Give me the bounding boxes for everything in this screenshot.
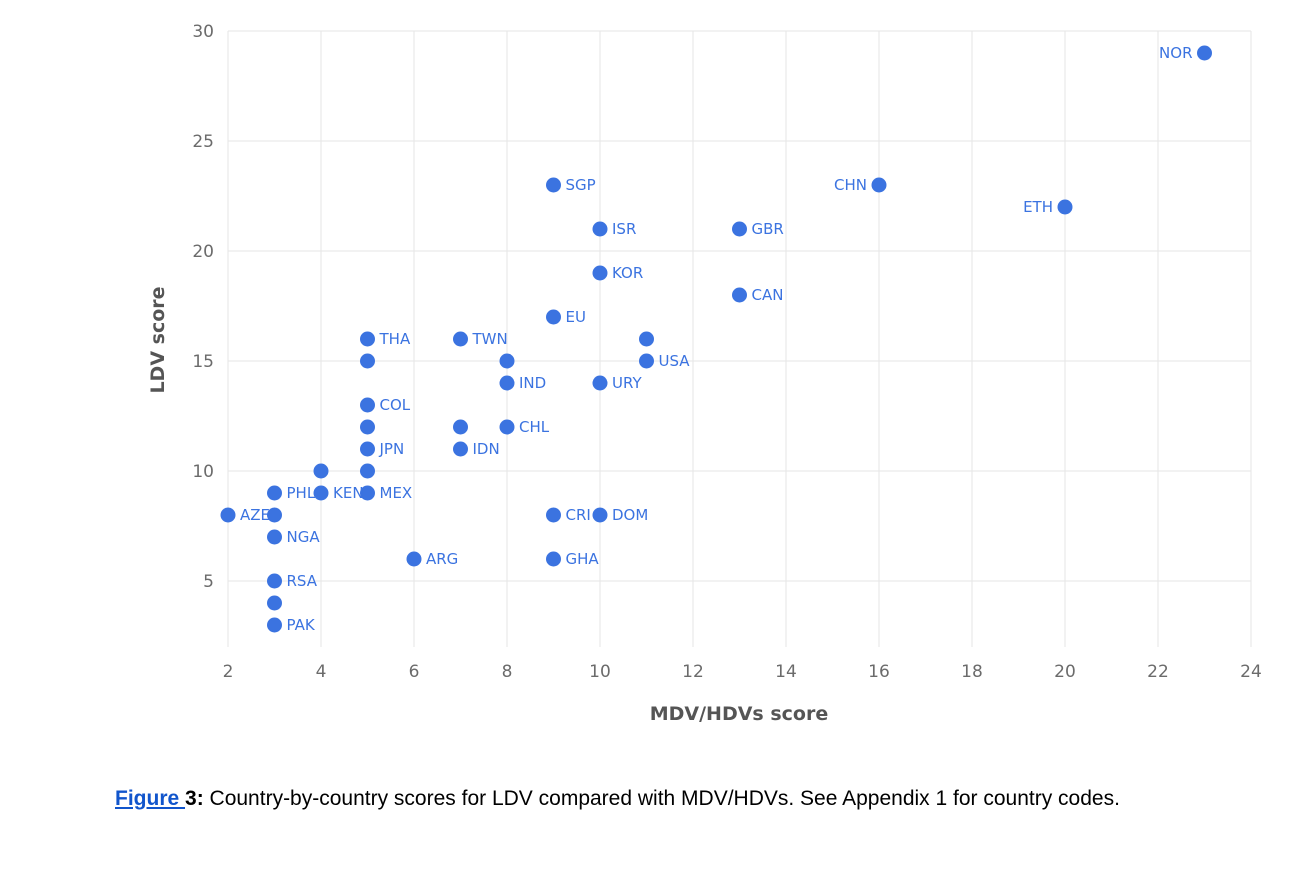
data-point-nor [1197, 45, 1212, 61]
y-axis-title: LDV score [147, 286, 169, 393]
point-label-ken: KEN [333, 484, 364, 502]
point-label-twn: TWN [472, 330, 508, 348]
point-label-isr: ISR [612, 220, 636, 238]
data-point-dom [592, 507, 608, 523]
point-label-idn: IDN [473, 440, 500, 458]
data-point-gbr [732, 221, 747, 237]
data-point-col [360, 397, 375, 413]
gridlines [227, 30, 1252, 647]
data-point [499, 353, 515, 369]
x-tick-label: 4 [316, 662, 327, 682]
data-point-arg [406, 551, 422, 567]
point-label-mex: MEX [380, 484, 413, 502]
figure-number: 3: [185, 787, 204, 810]
point-label-aze: AZE [240, 506, 270, 524]
data-point-jpn [360, 441, 375, 457]
point-label-rsa: RSA [287, 572, 318, 590]
point-label-cri: CRI [566, 506, 591, 524]
x-tick-label: 16 [868, 662, 890, 682]
figure-caption: Figure 3: Country-by-country scores for … [115, 782, 1215, 815]
data-point-sgp [546, 177, 561, 193]
x-tick-label: 6 [409, 662, 420, 682]
data-point [313, 463, 329, 479]
y-tick-label: 30 [192, 22, 214, 42]
point-label-kor: KOR [612, 264, 643, 282]
point-label-sgp: SGP [566, 176, 596, 194]
data-point-pak [267, 617, 282, 633]
y-tick-label: 10 [192, 462, 214, 482]
point-label-eth: ETH [1023, 198, 1053, 216]
data-point-idn [453, 441, 468, 457]
point-label-can: CAN [752, 286, 784, 304]
data-point-kor [592, 265, 608, 281]
point-label-eu: EU [566, 308, 586, 326]
data-point-ken [313, 485, 329, 501]
data-point-chl [499, 419, 515, 435]
point-label-col: COL [380, 396, 411, 414]
data-point-nga [267, 529, 282, 545]
data-point [639, 331, 654, 347]
data-point-rsa [267, 573, 282, 589]
point-label-nga: NGA [287, 528, 321, 546]
data-point-eth [1057, 199, 1073, 215]
x-tick-label: 18 [961, 662, 983, 682]
point-label-arg: ARG [426, 550, 458, 568]
figure-link[interactable]: Figure [115, 787, 186, 810]
point-label-gbr: GBR [752, 220, 784, 238]
data-point-gha [546, 551, 561, 567]
data-points [220, 45, 1212, 633]
data-point [360, 353, 375, 369]
point-label-ury: URY [612, 374, 642, 392]
data-point-usa [639, 353, 654, 369]
data-point [360, 463, 375, 479]
x-tick-label: 20 [1054, 662, 1076, 682]
x-tick-label: 22 [1147, 662, 1169, 682]
data-point-eu [546, 309, 561, 325]
point-label-tha: THA [379, 330, 411, 348]
y-tick-label: 25 [192, 132, 214, 152]
data-point-mex [360, 485, 375, 501]
x-tick-label: 14 [775, 662, 797, 682]
point-label-pak: PAK [287, 616, 316, 634]
x-axis-ticks: 2 4 6 8 10 12 14 16 18 20 22 24 [223, 662, 1262, 682]
x-tick-label: 10 [589, 662, 611, 682]
point-labels: NOR SGP CHN ETH ISR GBR KOR CAN EU THA TWN USA IND UR… [240, 44, 1193, 634]
data-point-aze [220, 507, 236, 523]
point-label-gha: GHA [566, 550, 600, 568]
y-tick-label: 5 [203, 572, 214, 592]
data-point-can [732, 287, 747, 303]
data-point [360, 419, 375, 435]
point-label-chl: CHL [519, 418, 550, 436]
point-label-nor: NOR [1159, 44, 1192, 62]
data-point [453, 419, 468, 435]
point-label-ind: IND [519, 374, 546, 392]
data-point-chn [871, 177, 887, 193]
x-axis-title: MDV/HDVs score [650, 703, 829, 725]
x-tick-label: 2 [223, 662, 234, 682]
data-point-tha [360, 331, 375, 347]
data-point [267, 595, 282, 611]
point-label-jpn: JPN [379, 440, 405, 458]
point-label-dom: DOM [612, 506, 648, 524]
data-point-cri [546, 507, 561, 523]
data-point-isr [592, 221, 608, 237]
data-point [267, 507, 282, 523]
y-axis-ticks: 5 10 15 20 25 30 [192, 22, 214, 592]
point-label-chn: CHN [834, 176, 867, 194]
x-tick-label: 12 [682, 662, 704, 682]
data-point-ind [499, 375, 515, 391]
data-point-phl [267, 485, 282, 501]
point-label-usa: USA [659, 352, 691, 370]
point-label-phl: PHL [287, 484, 316, 502]
data-point-ury [592, 375, 608, 391]
y-tick-label: 20 [192, 242, 214, 262]
caption-text: Country-by-country scores for LDV compar… [203, 787, 1120, 810]
x-tick-label: 24 [1240, 662, 1262, 682]
x-tick-label: 8 [502, 662, 513, 682]
data-point-twn [453, 331, 468, 347]
y-tick-label: 15 [192, 352, 214, 372]
